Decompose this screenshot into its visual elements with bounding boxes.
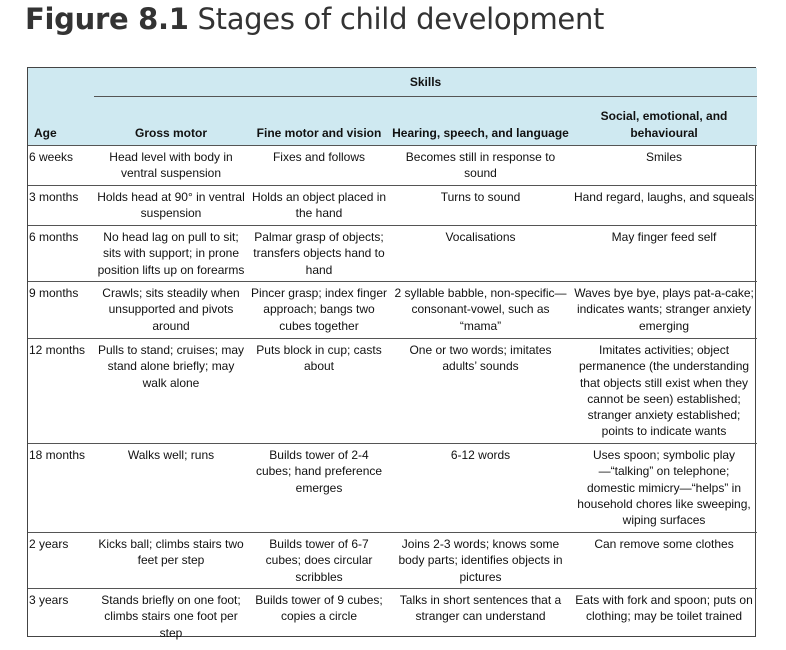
cell-hearing: Vocalisations [390,225,571,282]
cell-social: Smiles [571,145,758,186]
figure-label: Figure 8.1 [25,2,189,36]
cell-gross-motor: Kicks ball; climbs stairs two feet per s… [94,532,248,589]
cell-social: Imitates activities; object permanence (… [571,338,758,444]
cell-fine-motor: Pincer grasp; index finger approach; ban… [248,281,390,339]
table-row: 3 months Holds head at 90° in ventral su… [28,185,758,226]
cell-hearing: One or two words; imitates adults’ sound… [390,338,571,444]
cell-fine-motor: Builds tower of 2-4 cubes; hand preferen… [248,443,390,533]
cell-fine-motor: Builds tower of 6-7 cubes; does circular… [248,532,390,589]
column-header-fine-motor: Fine motor and vision [248,96,390,146]
cell-gross-motor: No head lag on pull to sit; sits with su… [94,225,248,282]
table-row: 12 months Pulls to stand; cruises; may s… [28,338,758,444]
cell-age: 6 weeks [28,145,94,186]
cell-age: 6 months [28,225,94,282]
column-header-hearing: Hearing, speech, and language [390,96,571,146]
cell-hearing: Talks in short sentences that a stranger… [390,587,571,641]
development-table: Skills Age Gross motor Fine motor and vi… [28,68,758,641]
column-header-age: Age [28,96,94,146]
table-row: 3 years Stands briefly on one foot; clim… [28,587,758,641]
table-row: 9 months Crawls; sits steadily when unsu… [28,281,758,339]
column-header-social: Social, emotional, and behavioural [571,96,758,146]
skills-group-header: Skills [94,68,758,97]
cell-social: Uses spoon; symbolic play—“talking” on t… [571,443,758,533]
header-spacer [28,68,94,97]
column-header-gross-motor: Gross motor [94,96,248,146]
figure-title: Figure 8.1 Stages of child development [25,2,604,36]
development-table-frame: Skills Age Gross motor Fine motor and vi… [27,67,758,641]
table-row: 6 weeks Head level with body in ventral … [28,145,758,186]
cell-gross-motor: Stands briefly on one foot; climbs stair… [94,587,248,641]
table-row: 6 months No head lag on pull to sit; sit… [28,225,758,282]
cell-age: 18 months [28,443,94,533]
cell-hearing: Becomes still in response to sound [390,145,571,186]
cell-gross-motor: Holds head at 90° in ventral suspension [94,185,248,226]
cell-age: 3 years [28,587,94,641]
cell-fine-motor: Fixes and follows [248,145,390,186]
cell-gross-motor: Pulls to stand; cruises; may stand alone… [94,338,248,444]
cell-gross-motor: Walks well; runs [94,443,248,533]
cell-age: 3 months [28,185,94,226]
cell-social: Can remove some clothes [571,532,758,589]
cell-social: May finger feed self [571,225,758,282]
cell-hearing: 2 syllable babble, non-specific—consonan… [390,281,571,339]
figure-caption: Stages of child development [197,2,605,36]
cell-fine-motor: Holds an object placed in the hand [248,185,390,226]
cell-fine-motor: Puts block in cup; casts about [248,338,390,444]
table-row: 2 years Kicks ball; climbs stairs two fe… [28,532,758,589]
cell-hearing: Joins 2-3 words; knows some body parts; … [390,532,571,589]
cell-hearing: 6-12 words [390,443,571,533]
cell-hearing: Turns to sound [390,185,571,226]
table-row: 18 months Walks well; runs Builds tower … [28,443,758,533]
cell-fine-motor: Palmar grasp of objects; transfers objec… [248,225,390,282]
cell-social: Hand regard, laughs, and squeals [571,185,758,226]
cell-age: 12 months [28,338,94,444]
cell-age: 2 years [28,532,94,589]
cell-age: 9 months [28,281,94,339]
table-header: Skills Age Gross motor Fine motor and vi… [28,68,758,146]
cell-gross-motor: Head level with body in ventral suspensi… [94,145,248,186]
cell-social: Waves bye bye, plays pat-a-cake; indicat… [571,281,758,339]
cell-fine-motor: Builds tower of 9 cubes; copies a circle [248,587,390,641]
cell-social: Eats with fork and spoon; puts on clothi… [571,587,758,641]
cell-gross-motor: Crawls; sits steadily when unsupported a… [94,281,248,339]
table-body: 6 weeks Head level with body in ventral … [28,145,758,641]
